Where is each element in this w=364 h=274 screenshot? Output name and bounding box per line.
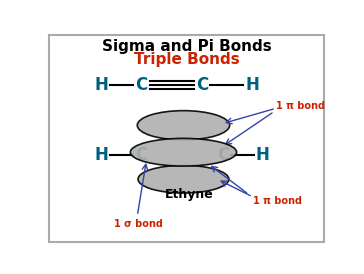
Text: Triple Bonds: Triple Bonds: [134, 52, 240, 67]
Text: H: H: [245, 76, 259, 94]
Text: 1 π bond: 1 π bond: [276, 101, 325, 111]
Ellipse shape: [137, 111, 230, 140]
Text: H: H: [95, 145, 109, 164]
Text: C: C: [217, 145, 230, 164]
Text: H: H: [256, 145, 270, 164]
Text: 1 σ bond: 1 σ bond: [114, 219, 163, 229]
Text: Ethyne: Ethyne: [165, 188, 213, 201]
Text: H: H: [95, 76, 109, 94]
Text: C: C: [135, 76, 147, 94]
Ellipse shape: [130, 138, 237, 166]
Text: C: C: [197, 76, 209, 94]
Text: 1 π bond: 1 π bond: [253, 196, 302, 206]
Text: C: C: [135, 145, 147, 164]
Text: Sigma and Pi Bonds: Sigma and Pi Bonds: [102, 39, 272, 54]
Ellipse shape: [138, 165, 229, 193]
